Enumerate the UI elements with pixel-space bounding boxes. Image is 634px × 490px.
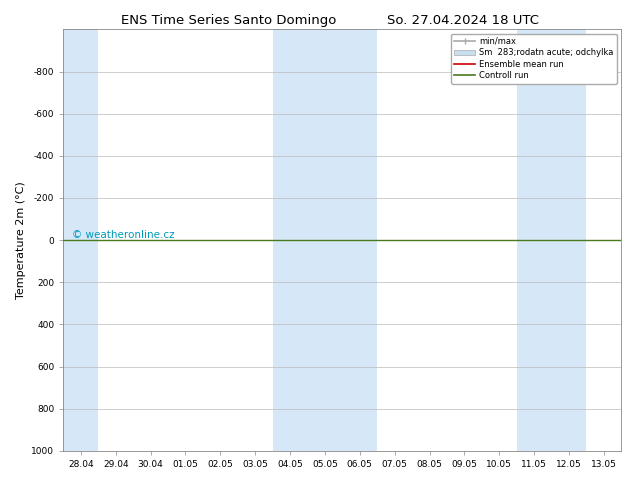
Text: So. 27.04.2024 18 UTC: So. 27.04.2024 18 UTC [387,14,539,27]
Bar [273,29,377,451]
Legend: min/max, Sm  283;rodatn acute; odchylka, Ensemble mean run, Controll run: min/max, Sm 283;rodatn acute; odchylka, … [451,34,617,84]
Y-axis label: Temperature 2m (°C): Temperature 2m (°C) [16,181,26,299]
Text: © weatheronline.cz: © weatheronline.cz [72,230,174,240]
Bar [517,29,586,451]
Bar [63,29,98,451]
Text: ENS Time Series Santo Domingo: ENS Time Series Santo Domingo [120,14,336,27]
